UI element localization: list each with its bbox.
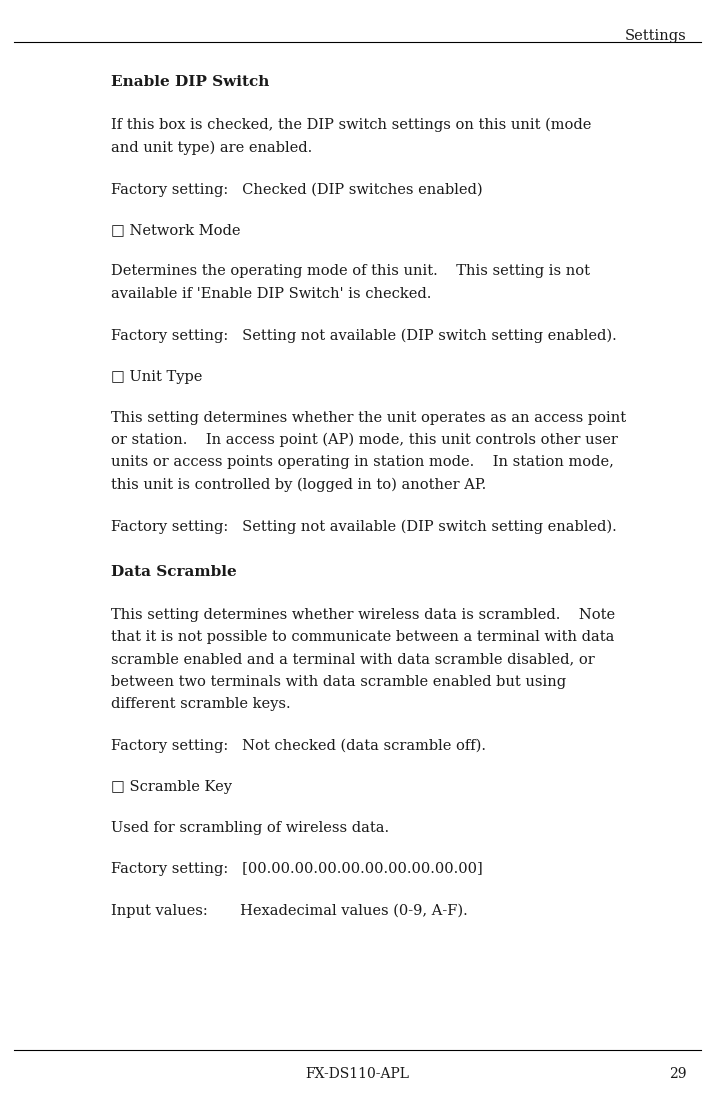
Text: Used for scrambling of wireless data.: Used for scrambling of wireless data. [111,821,389,835]
Text: this unit is controlled by (logged in to) another AP.: this unit is controlled by (logged in to… [111,478,486,492]
Text: This setting determines whether the unit operates as an access point: This setting determines whether the unit… [111,410,626,425]
Text: available if 'Enable DIP Switch' is checked.: available if 'Enable DIP Switch' is chec… [111,287,431,301]
Text: between two terminals with data scramble enabled but using: between two terminals with data scramble… [111,675,566,688]
Text: Determines the operating mode of this unit.    This setting is not: Determines the operating mode of this un… [111,265,590,278]
Text: different scramble keys.: different scramble keys. [111,697,290,710]
Text: Enable DIP Switch: Enable DIP Switch [111,75,270,89]
Text: and unit type) are enabled.: and unit type) are enabled. [111,140,312,154]
Text: If this box is checked, the DIP switch settings on this unit (mode: If this box is checked, the DIP switch s… [111,118,591,132]
Text: scramble enabled and a terminal with data scramble disabled, or: scramble enabled and a terminal with dat… [111,652,595,666]
Text: 29: 29 [669,1067,686,1081]
Text: □ Unit Type: □ Unit Type [111,370,202,384]
Text: □ Network Mode: □ Network Mode [111,223,240,237]
Text: FX-DS110-APL: FX-DS110-APL [305,1067,410,1081]
Text: Input values:       Hexadecimal values (0-9, A-F).: Input values: Hexadecimal values (0-9, A… [111,903,468,918]
Text: Data Scramble: Data Scramble [111,565,237,579]
Text: Settings: Settings [625,29,686,43]
Text: Factory setting:   Setting not available (DIP switch setting enabled).: Factory setting: Setting not available (… [111,329,616,343]
Text: □ Scramble Key: □ Scramble Key [111,780,232,794]
Text: Factory setting:   Setting not available (DIP switch setting enabled).: Factory setting: Setting not available (… [111,520,616,534]
Text: units or access points operating in station mode.    In station mode,: units or access points operating in stat… [111,456,613,469]
Text: Factory setting:   [00.00.00.00.00.00.00.00.00.00]: Factory setting: [00.00.00.00.00.00.00.0… [111,863,483,876]
Text: or station.    In access point (AP) mode, this unit controls other user: or station. In access point (AP) mode, t… [111,433,618,448]
Text: Factory setting:   Not checked (data scramble off).: Factory setting: Not checked (data scram… [111,739,485,753]
Text: that it is not possible to communicate between a terminal with data: that it is not possible to communicate b… [111,630,614,644]
Text: This setting determines whether wireless data is scrambled.    Note: This setting determines whether wireless… [111,608,615,622]
Text: Factory setting:   Checked (DIP switches enabled): Factory setting: Checked (DIP switches e… [111,182,483,196]
